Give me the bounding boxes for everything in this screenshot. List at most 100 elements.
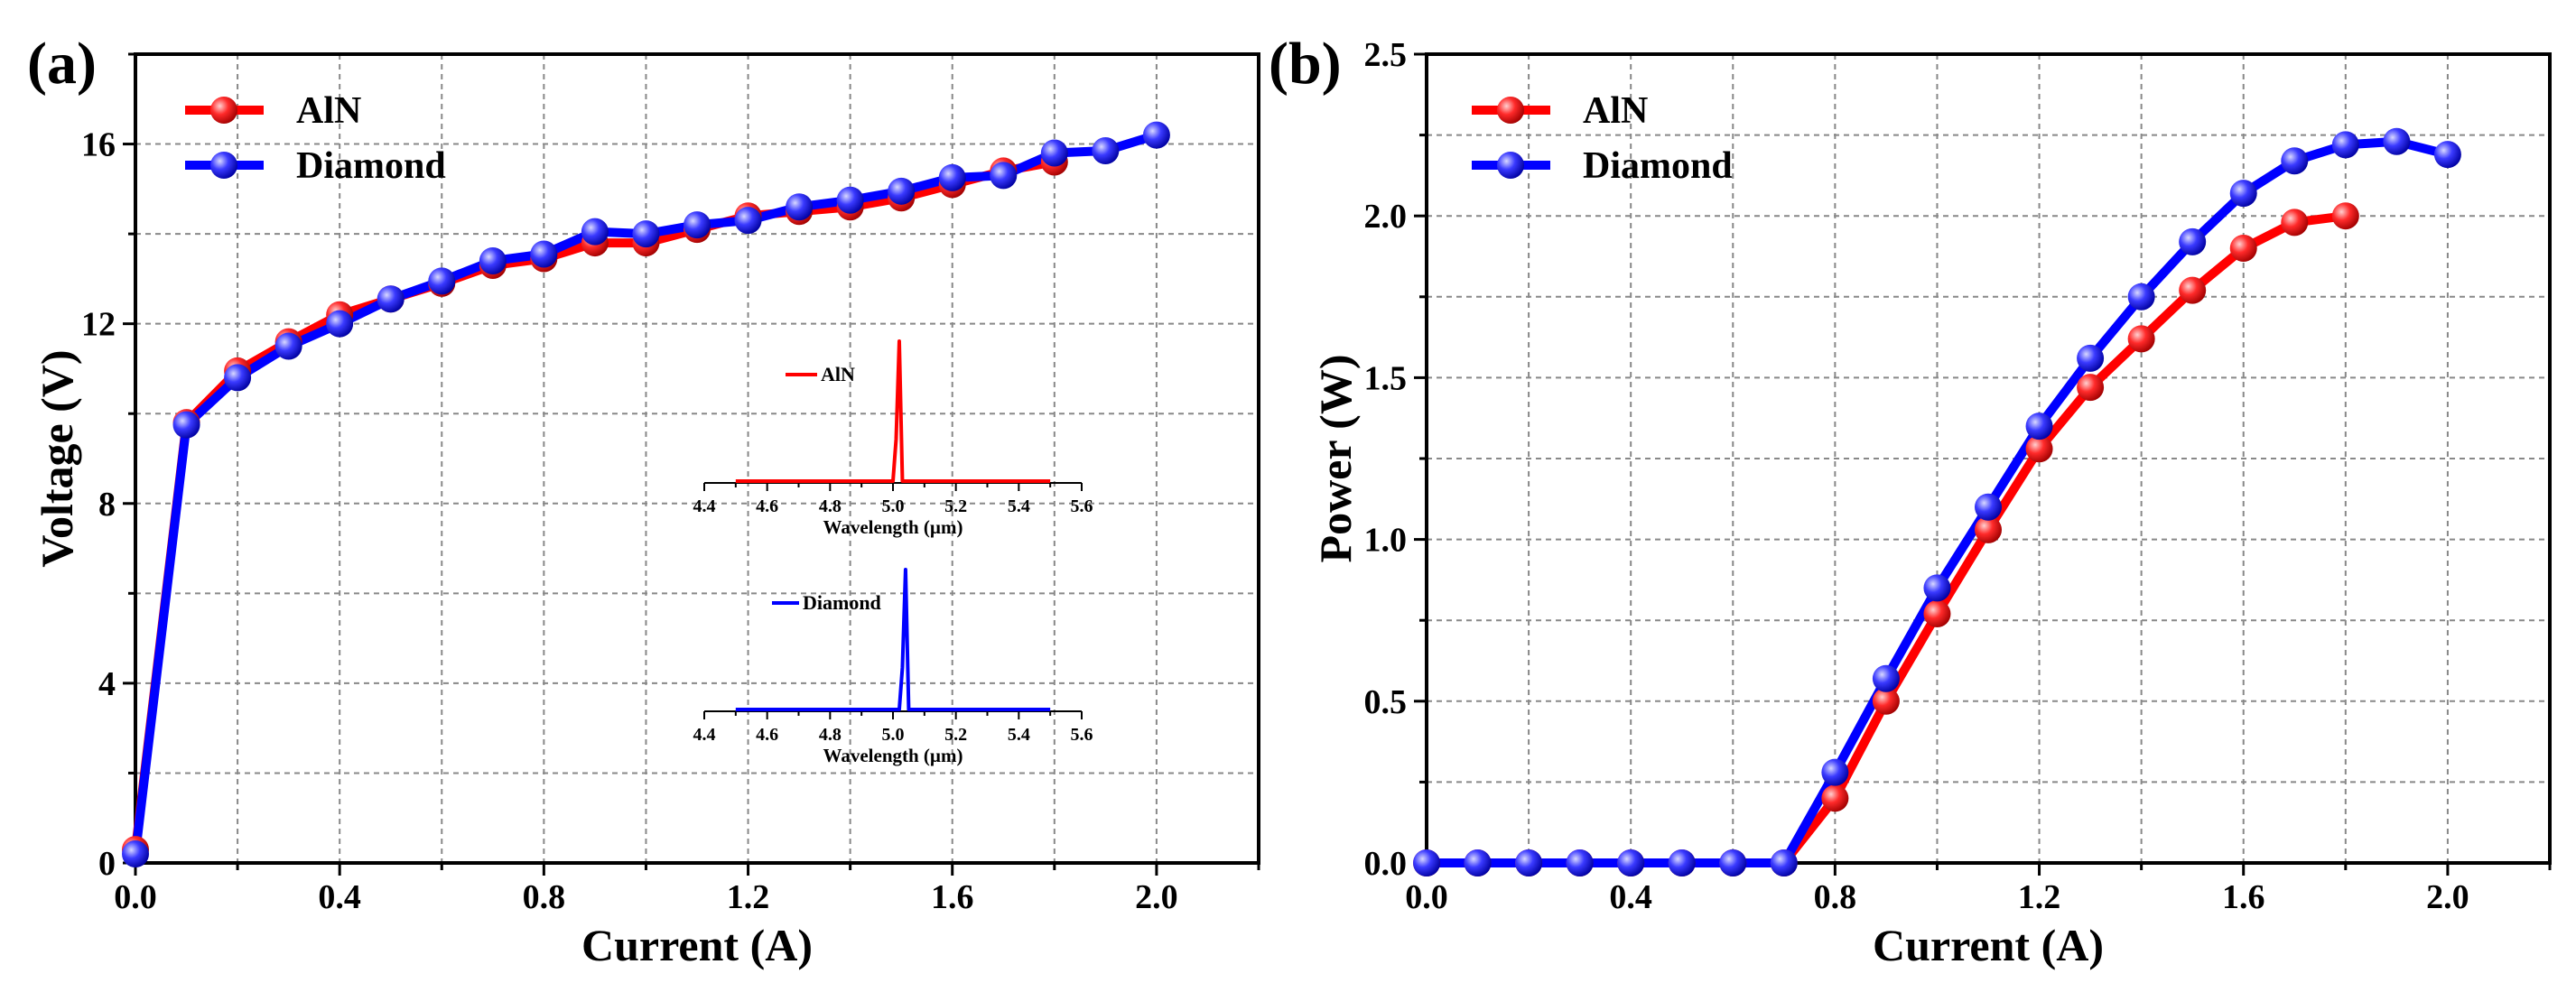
inset-x-tick-label: 5.4: [1008, 725, 1030, 745]
y-tick-label: 16: [81, 126, 116, 164]
data-point-aln: [2281, 209, 2309, 236]
x-tick-label: 1.2: [2018, 878, 2061, 916]
data-point-diamond: [326, 310, 354, 338]
x-tick-label: 0.0: [114, 878, 157, 916]
y-tick-label: 2.5: [1364, 36, 1408, 74]
legend-diamond-marker: [1497, 152, 1524, 179]
inset-x-label: Wavelength (µm): [823, 516, 963, 538]
data-point-diamond: [530, 240, 558, 268]
inset-x-label: Wavelength (µm): [823, 745, 963, 766]
data-point-aln: [2331, 202, 2359, 230]
y-tick-label: 1.5: [1364, 359, 1408, 397]
data-point-aln: [1975, 515, 2002, 543]
legend-diamond-marker: [210, 152, 237, 179]
data-point-diamond: [1413, 849, 1440, 876]
panel-b: (b) 0.0 0.4 0.8 1.2 1.6 2.0 0.0 0.5 1.0 1.5 2.0 2.5…: [1269, 31, 2552, 970]
y-tick-label: 0: [98, 845, 116, 883]
x-tick-label: 0.4: [318, 878, 361, 916]
data-point-diamond: [734, 207, 762, 235]
inset-x-tick-label: 5.2: [944, 725, 967, 745]
panel-a: (a) 0.0 0.4 0.8 1.2 1.6 2.0 0 4 8 12 16 Current (A…: [27, 31, 1260, 970]
data-point-diamond: [888, 177, 916, 205]
inset-x-tick-label: 5.0: [882, 496, 905, 516]
inset-x-tick-label: 4.6: [756, 496, 778, 516]
data-point-diamond: [938, 163, 966, 191]
data-point-aln: [2127, 325, 2155, 353]
x-tick-label: 0.4: [1609, 878, 1652, 916]
panel-b-label: (b): [1269, 31, 1342, 97]
data-point-diamond: [1821, 758, 1849, 786]
data-point-aln: [2229, 235, 2257, 263]
data-point-diamond: [2433, 141, 2461, 169]
data-point-diamond: [1872, 664, 1900, 692]
data-point-diamond: [836, 186, 864, 214]
y-tick-label: 12: [81, 306, 116, 344]
x-tick-label: 0.8: [1814, 878, 1857, 916]
panel-a-frame: [134, 52, 1260, 865]
inset-x-tick-label: 4.8: [819, 725, 842, 745]
data-point-diamond: [1092, 137, 1120, 165]
data-point-aln: [2025, 435, 2053, 463]
inset-aln: 4.4 4.6 4.8 5.0 5.2 5.4 5.6 Wavelength (µm) AlN: [693, 339, 1093, 538]
inset-x-tick-label: 5.6: [1071, 725, 1093, 745]
data-point-aln: [2179, 276, 2207, 304]
data-point-diamond: [684, 211, 711, 239]
panel-a-series: [122, 121, 1170, 868]
legend-aln-label: AlN: [1583, 90, 1648, 132]
data-point-diamond: [632, 220, 660, 248]
data-point-diamond: [581, 218, 609, 246]
inset-x-tick-label: 5.6: [1071, 496, 1093, 516]
data-point-diamond: [2077, 344, 2105, 372]
data-point-diamond: [479, 246, 507, 274]
data-point-diamond: [274, 332, 302, 360]
x-tick-label: 0.8: [523, 878, 566, 916]
x-tick-label: 1.6: [2222, 878, 2265, 916]
y-tick-label: 0.5: [1364, 683, 1408, 721]
data-point-diamond: [1040, 139, 1068, 167]
panel-a-ylabel: Voltage (V): [32, 349, 82, 567]
data-point-diamond: [1464, 849, 1492, 876]
y-tick-label: 1.0: [1364, 522, 1408, 560]
y-tick-label: 2.0: [1364, 198, 1408, 236]
data-point-diamond: [1515, 849, 1543, 876]
panel-a-ticks: 0.0 0.4 0.8 1.2 1.6 2.0 0 4 8 12 16: [81, 52, 1260, 916]
legend-aln-label: AlN: [296, 90, 361, 132]
data-point-diamond: [1142, 121, 1170, 149]
panel-b-legend: AlN Diamond: [1472, 90, 1733, 187]
panel-b-ticks: 0.0 0.4 0.8 1.2 1.6 2.0 0.0 0.5 1.0 1.5 2.0 2.5: [1364, 36, 2552, 916]
legend-diamond-label: Diamond: [296, 145, 446, 187]
inset-x-tick-label: 5.2: [944, 496, 967, 516]
data-point-diamond: [428, 267, 456, 295]
data-point-diamond: [2383, 127, 2411, 155]
inset-diamond: 4.4 4.6 4.8 5.0 5.2 5.4 5.6 Wavelength (µm) Diam…: [693, 568, 1093, 766]
data-point-diamond: [224, 364, 252, 392]
inset-x-tick-label: 4.4: [693, 496, 716, 516]
x-tick-label: 2.0: [2426, 878, 2469, 916]
panel-b-xlabel: Current (A): [1873, 920, 2104, 970]
y-tick-label: 8: [98, 486, 116, 524]
inset-x-tick-label: 5.0: [882, 725, 905, 745]
panel-a-legend: AlN Diamond: [185, 90, 446, 187]
panel-b-series: [1413, 127, 2461, 876]
data-point-diamond: [2179, 227, 2207, 255]
x-tick-label: 2.0: [1135, 878, 1178, 916]
data-point-diamond: [1617, 849, 1645, 876]
legend-aln-marker: [1497, 97, 1524, 124]
data-point-diamond: [1770, 849, 1798, 876]
x-tick-label: 0.0: [1405, 878, 1448, 916]
data-point-diamond: [1566, 849, 1594, 876]
inset-x-tick-label: 5.4: [1008, 496, 1030, 516]
data-point-aln: [1821, 784, 1849, 812]
data-point-diamond: [1975, 493, 2002, 521]
x-tick-label: 1.2: [727, 878, 770, 916]
panel-b-ylabel: Power (W): [1310, 355, 1361, 563]
data-point-diamond: [122, 840, 149, 868]
panel-b-grid: [1427, 54, 2550, 863]
data-point-diamond: [1719, 849, 1747, 876]
panel-a-label: (a): [27, 31, 97, 97]
inset-legend-label: Diamond: [803, 591, 881, 614]
y-tick-label: 4: [98, 665, 116, 703]
data-point-diamond: [1668, 849, 1696, 876]
data-point-diamond: [990, 162, 1018, 190]
